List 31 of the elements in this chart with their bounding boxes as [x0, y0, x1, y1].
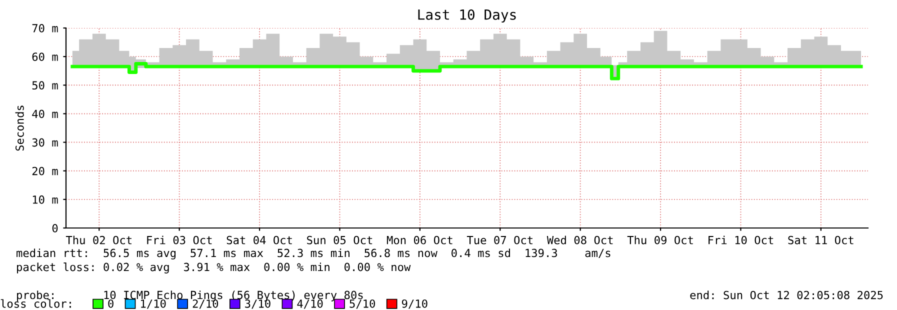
y-tick-label: 30 m	[32, 138, 58, 147]
y-tick-label: 70 m	[32, 24, 58, 32]
legend-label: 4/10	[297, 299, 323, 309]
chart-title: Last 10 Days	[418, 9, 516, 23]
legend-label: 5/10	[350, 299, 375, 309]
y-tick-label: 40 m	[32, 110, 58, 118]
text: packet loss: 0.02 % avg 3.91 % max 0.00 % min 0.00 % now	[17, 262, 411, 274]
x-tick-label: Thu 02 Oct	[66, 236, 132, 244]
legend-label: 2/10	[192, 299, 218, 309]
x-tick-label: Tue 07 Oct	[466, 236, 532, 244]
legend-label: 9/10	[402, 299, 428, 309]
text: end: Sun Oct 12 02:05:08 2025	[690, 290, 883, 300]
x-tick-label: Sat 04 Oct	[226, 236, 292, 244]
x-tick-label: Sat 11 Oct	[788, 236, 854, 244]
legend-label: 3/10	[245, 299, 270, 309]
y-tick-label: 50 m	[32, 81, 58, 90]
y-tick-label: 60 m	[32, 52, 58, 61]
x-tick-label: Fri 03 Oct	[147, 236, 212, 244]
y-tick-label: 10 m	[32, 195, 58, 204]
legend-label: 1/10	[141, 299, 166, 309]
x-tick-label: Fri 10 Oct	[708, 236, 774, 244]
x-tick-label: Mon 06 Oct	[386, 236, 452, 244]
x-tick-label: Sun 05 Oct	[307, 236, 372, 244]
text: median rtt: 56.5 ms avg 57.1 ms max 52.3 ms min 56.8 ms now 0.4 ms sd 139.3 am/s	[16, 248, 610, 260]
y-tick-label: 20 m	[32, 166, 58, 176]
legend-title: loss color:	[0, 299, 71, 308]
x-tick-label: Thu 09 Oct	[627, 236, 693, 244]
legend-label: 0	[108, 299, 114, 308]
y-tick-label: 0	[52, 224, 58, 232]
y-axis-title: Seconds	[15, 106, 24, 151]
x-tick-label: Wed 08 Oct	[546, 236, 613, 244]
